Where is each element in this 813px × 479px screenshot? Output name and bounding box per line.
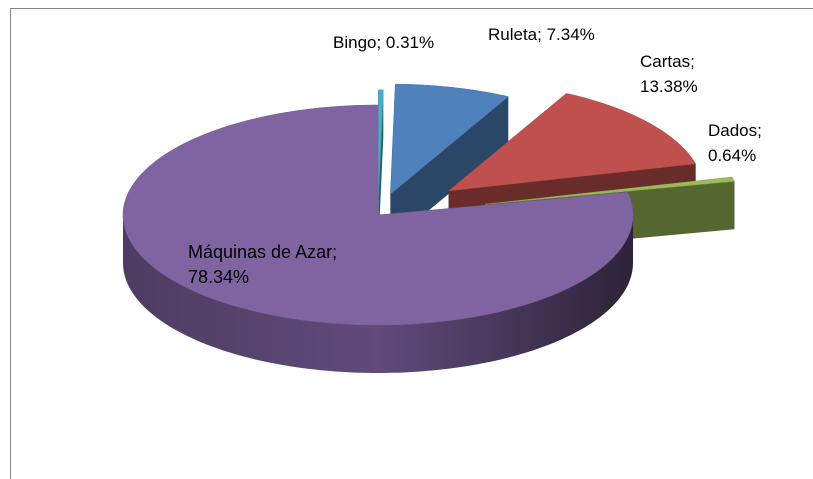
- data-label: Cartas; 13.38%: [640, 52, 698, 96]
- data-label: Dados; 0.64%: [708, 121, 762, 165]
- slice-top: [390, 83, 509, 195]
- label-line: Máquinas de Azar;: [188, 242, 337, 262]
- data-label: Máquinas de Azar; 78.34%: [188, 242, 337, 287]
- slice-wall: [378, 89, 384, 248]
- label-line: 0.64%: [708, 146, 756, 165]
- slice-top: [122, 104, 634, 326]
- slice-rim: [123, 215, 633, 373]
- slice-top: [485, 176, 735, 205]
- slice-top: [447, 93, 697, 192]
- label-line: 13.38%: [640, 77, 698, 96]
- label-line: Cartas;: [640, 52, 695, 71]
- pie-slice: [390, 83, 509, 243]
- pie-slice: [122, 104, 634, 373]
- slice-wall: [390, 96, 509, 243]
- pie-slice: [378, 89, 384, 248]
- label-line: Dados;: [708, 121, 762, 140]
- label-line: 78.34%: [188, 267, 249, 287]
- data-label: Ruleta; 7.34%: [488, 25, 595, 44]
- slice-top: [378, 89, 384, 200]
- data-label: Bingo; 0.31%: [333, 33, 434, 52]
